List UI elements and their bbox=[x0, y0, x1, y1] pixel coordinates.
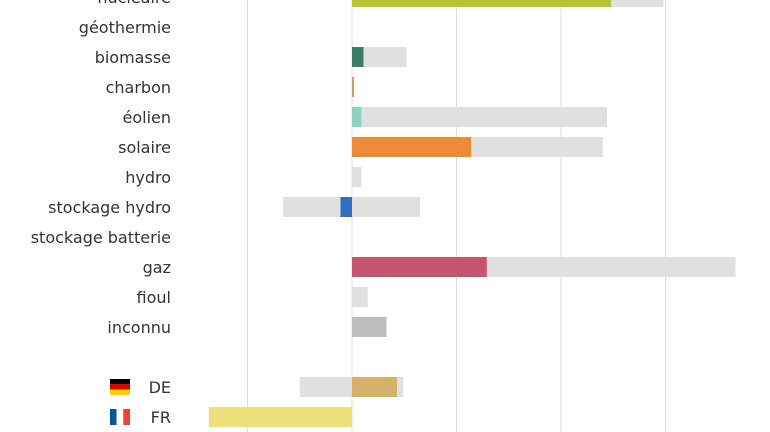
france-flag-icon bbox=[116, 408, 124, 426]
category-label: géothermie bbox=[79, 18, 171, 37]
category-label: éolien bbox=[122, 108, 171, 127]
category-label: stockage hydro bbox=[48, 198, 171, 217]
category-label: stockage batterie bbox=[31, 228, 171, 247]
category-value-bar bbox=[352, 107, 362, 127]
category-label: charbon bbox=[106, 78, 171, 97]
germany-flag-icon bbox=[110, 379, 130, 385]
category-label: solaire bbox=[118, 138, 171, 157]
category-value-bar bbox=[340, 197, 352, 217]
category-label: inconnu bbox=[107, 318, 171, 337]
exchange-label: DE bbox=[149, 378, 171, 397]
category-label: gaz bbox=[143, 258, 171, 277]
category-value-bar bbox=[352, 0, 612, 7]
category-value-bar bbox=[352, 77, 355, 97]
france-flag-icon bbox=[110, 409, 117, 425]
category-value-bar bbox=[352, 47, 364, 67]
category-label: biomasse bbox=[95, 48, 171, 67]
category-range-bar bbox=[352, 287, 368, 307]
exchange-label: FR bbox=[151, 408, 171, 427]
exchange-value-bar bbox=[352, 377, 397, 397]
category-value-bar bbox=[352, 317, 387, 337]
category-range-bar bbox=[352, 107, 607, 127]
exchange-value-bar bbox=[208, 407, 352, 427]
category-range-bar bbox=[352, 167, 362, 187]
france-flag-icon bbox=[123, 409, 130, 425]
category-range-bar bbox=[352, 47, 407, 67]
germany-flag-icon bbox=[110, 384, 130, 390]
category-label: nucléaire bbox=[97, 0, 171, 7]
category-value-bar bbox=[352, 137, 472, 157]
germany-flag-icon bbox=[110, 389, 130, 395]
category-value-bar bbox=[352, 257, 487, 277]
category-label: fioul bbox=[137, 288, 171, 307]
category-label: hydro bbox=[125, 168, 171, 187]
